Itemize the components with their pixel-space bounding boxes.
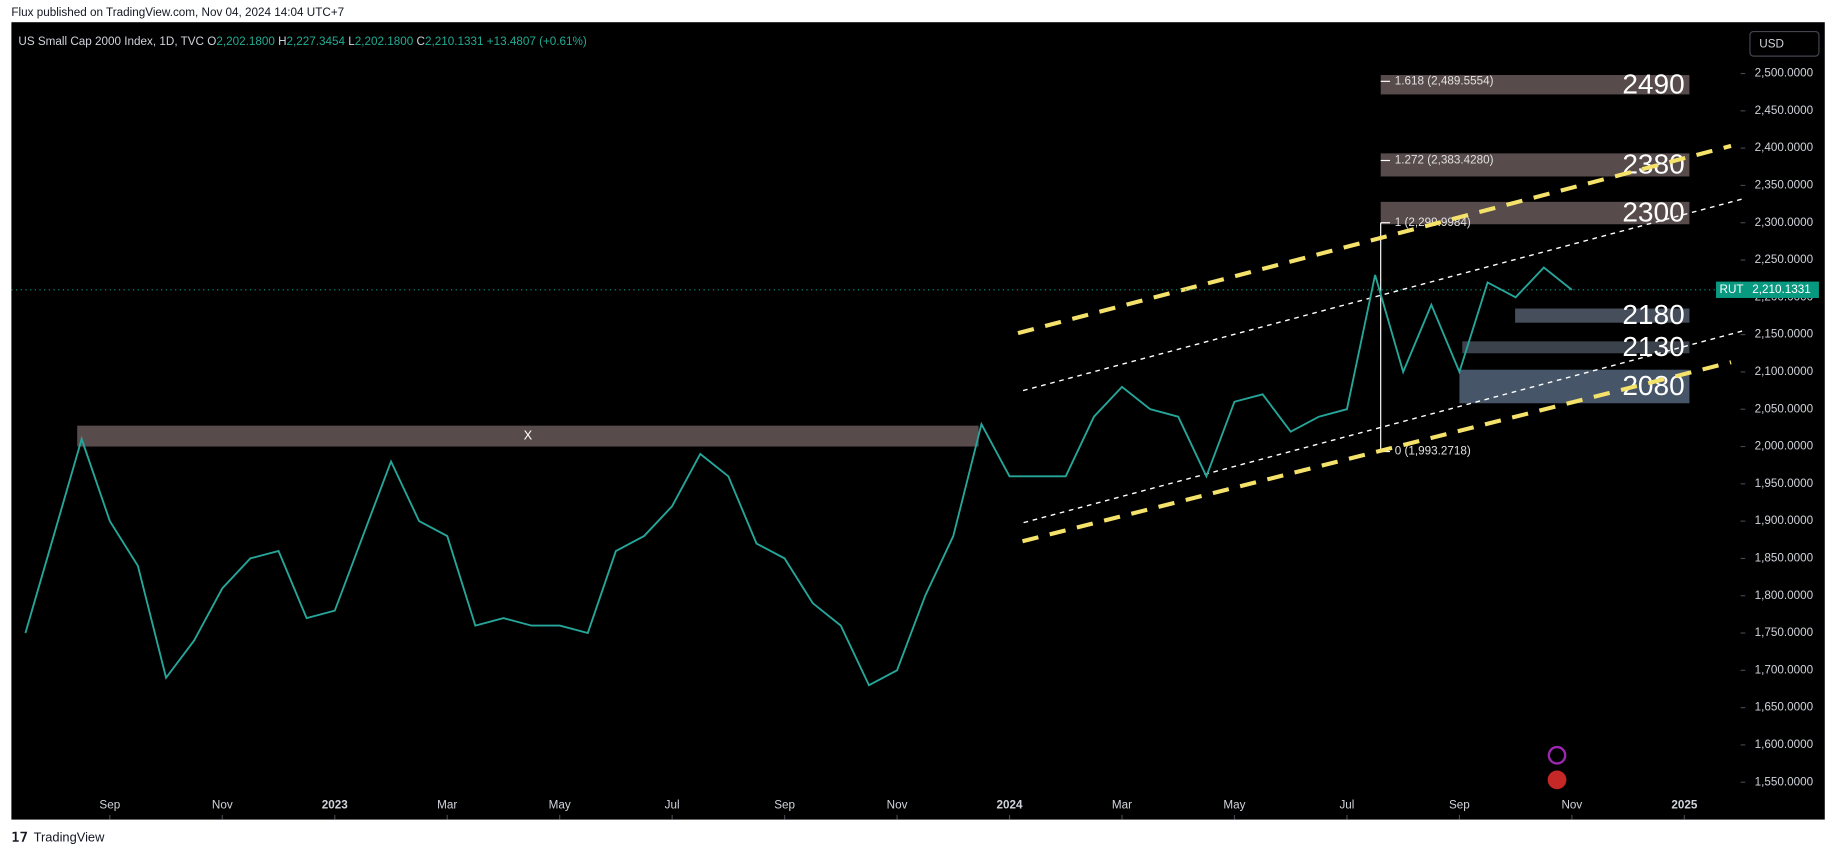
y-tick-label: 2,000.0000 <box>1755 440 1814 453</box>
fib-label: 0 (1,993.2718) <box>1395 445 1471 458</box>
x-tick-label: Nov <box>887 799 908 812</box>
y-tick-label: 2,350.0000 <box>1755 179 1814 192</box>
x-tick-label: Mar <box>437 799 457 812</box>
currency: USD <box>1759 38 1784 51</box>
plot-background <box>11 22 1825 820</box>
x-tick-label: Mar <box>1112 799 1132 812</box>
ohlc-key: H <box>278 35 286 48</box>
y-tick-label: 2,150.0000 <box>1755 328 1814 341</box>
y-tick-label: 1,700.0000 <box>1755 663 1814 676</box>
zone <box>1515 308 1690 323</box>
logo: 𝟣𝟩 <box>11 830 27 845</box>
zone-label: X <box>524 427 533 442</box>
y-tick-label: 1,550.0000 <box>1755 775 1814 788</box>
ohlc-value: 2,202.1800 <box>216 35 275 48</box>
x-tick-label: 2024 <box>997 799 1024 812</box>
y-tick-label: 2,050.0000 <box>1755 402 1814 415</box>
zone <box>1459 369 1690 404</box>
fib-label: 1.272 (2,383.4280) <box>1395 154 1494 167</box>
x-tick-label: Nov <box>1561 799 1582 812</box>
price-tag <box>1716 281 1819 298</box>
y-tick-label: 2,400.0000 <box>1755 141 1814 154</box>
y-tick-label: 1,800.0000 <box>1755 589 1814 602</box>
change: +13.4807 (+0.61%) <box>487 35 587 48</box>
x-tick-label: Sep <box>1449 799 1470 812</box>
y-tick-label: 1,850.0000 <box>1755 552 1814 565</box>
price-tag-value: 2,210.1331 <box>1752 283 1811 296</box>
ohlc-key: O <box>207 35 216 48</box>
icon[interactable] <box>1547 770 1567 790</box>
x-tick-label: Jul <box>1339 799 1354 812</box>
y-tick-label: 2,250.0000 <box>1755 253 1814 266</box>
y-tick-label: 2,500.0000 <box>1755 67 1814 80</box>
zone-label: 2490 <box>1622 68 1684 99</box>
zone <box>1462 341 1690 354</box>
zone <box>77 425 979 447</box>
footer: TradingView <box>34 830 105 845</box>
ohlc-value: 2,227.3454 <box>287 35 346 48</box>
currency-button[interactable] <box>1749 30 1820 57</box>
ohlc-value: 2,202.1800 <box>355 35 414 48</box>
zone <box>1380 153 1690 177</box>
x-tick-label: 2025 <box>1671 799 1698 812</box>
trend-line <box>1021 360 1732 544</box>
zone-label: 2380 <box>1622 149 1684 180</box>
y-tick-label: 1,900.0000 <box>1755 514 1814 527</box>
ohlc-value: 2,210.1331 <box>425 35 484 48</box>
ohlc-key: L <box>348 35 355 48</box>
trend-line <box>1017 143 1732 336</box>
zone-label: 2300 <box>1622 197 1684 228</box>
icon[interactable] <box>1547 745 1567 765</box>
x-tick-label: May <box>549 799 571 812</box>
y-tick-label: 2,300.0000 <box>1755 216 1814 229</box>
x-tick-label: May <box>1223 799 1245 812</box>
zone-label: 2130 <box>1622 331 1684 362</box>
zone-label: 2180 <box>1622 299 1684 330</box>
fib-label: 1.618 (2,489.5554) <box>1395 74 1494 87</box>
trend-line <box>1022 198 1744 392</box>
symbol: US Small Cap 2000 Index, 1D, TVC <box>18 35 204 48</box>
x-tick-label: 2023 <box>322 799 349 812</box>
x-tick-label: Sep <box>99 799 120 812</box>
legend: US Small Cap 2000 Index, 1D, TVC O2,202.… <box>18 35 587 48</box>
y-tick-label: 1,950.0000 <box>1755 477 1814 490</box>
price-line <box>24 266 1573 687</box>
price-tag-symbol: RUT <box>1720 283 1744 296</box>
x-tick-label: Sep <box>774 799 795 812</box>
y-tick-label: 1,750.0000 <box>1755 626 1814 639</box>
publisher: Flux published on TradingView.com, Nov 0… <box>11 6 344 19</box>
x-tick-label: Jul <box>665 799 680 812</box>
zone <box>1380 75 1690 95</box>
y-tick-label: 1,600.0000 <box>1755 738 1814 751</box>
x-tick-label: Nov <box>212 799 233 812</box>
y-tick-label: 1,650.0000 <box>1755 701 1814 714</box>
y-tick-label: 2,100.0000 <box>1755 365 1814 378</box>
y-tick-label: 2,450.0000 <box>1755 104 1814 117</box>
ohlc-key: C <box>417 35 425 48</box>
trend-line <box>1023 330 1744 524</box>
